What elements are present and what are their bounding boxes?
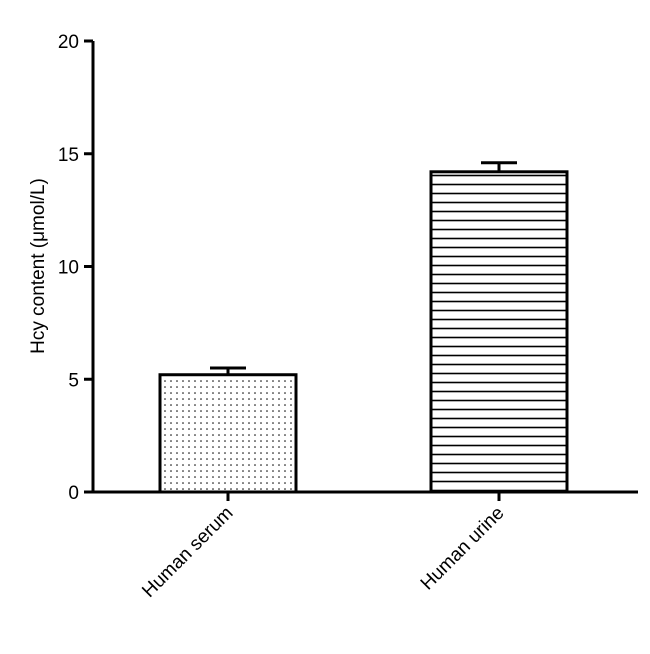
y-axis-label: Hcy content (μmol/L): [28, 178, 49, 354]
y-tick-label: 0: [68, 483, 79, 504]
x-tick-label: Human urine: [417, 503, 509, 595]
y-axis: 0 5 10 15 20: [58, 32, 95, 504]
y-tick-label: 10: [58, 258, 79, 279]
x-axis: Human serum Human urine: [91, 490, 638, 602]
bar-human-serum: [158, 373, 298, 494]
x-tick-label: Human serum: [138, 503, 237, 602]
bars: [158, 161, 569, 494]
y-tick-label: 20: [58, 32, 79, 53]
bar-human-urine: [429, 170, 569, 494]
y-tick-label: 15: [58, 145, 79, 166]
y-tick-label: 5: [68, 370, 79, 391]
